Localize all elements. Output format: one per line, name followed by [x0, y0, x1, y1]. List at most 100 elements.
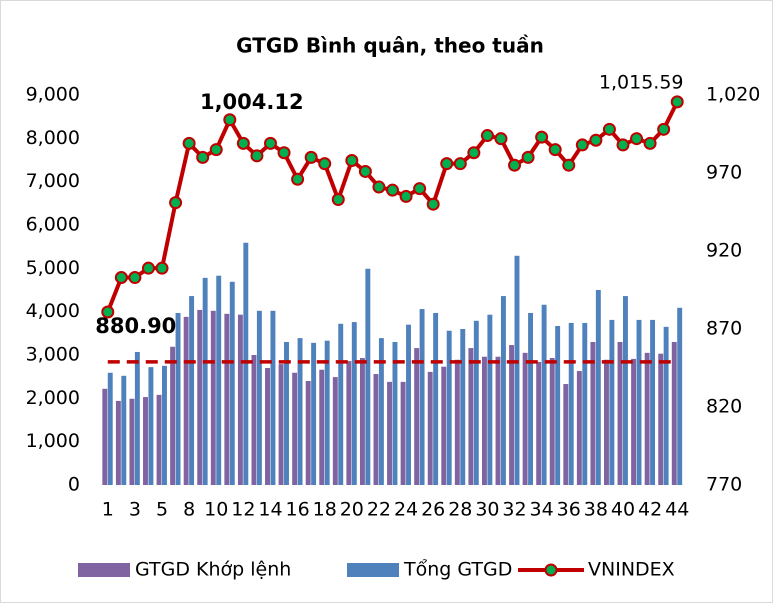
bar: [338, 323, 344, 485]
bar: [229, 281, 235, 485]
bar: [278, 364, 284, 485]
bar: [148, 367, 154, 485]
x-tick-label: 3: [129, 499, 141, 521]
y2-tick-label: 870: [706, 318, 742, 340]
bar: [576, 371, 582, 485]
bar: [183, 316, 189, 485]
bar: [251, 355, 257, 485]
bar: [590, 342, 596, 485]
line-marker: [535, 130, 549, 144]
y-tick-label: 5,000: [26, 257, 80, 279]
bar: [162, 365, 167, 485]
line-marker: [562, 158, 576, 172]
x-tick-label: 24: [394, 499, 418, 521]
line-marker: [277, 146, 291, 160]
line-marker: [304, 150, 318, 164]
line-marker: [345, 154, 359, 168]
y2-tick-label: 820: [706, 396, 742, 418]
bar: [373, 374, 379, 485]
line-marker: [453, 157, 467, 171]
y-tick-label: 1,000: [26, 430, 80, 452]
bar: [346, 361, 352, 485]
data-label: 1,004.12: [200, 90, 304, 114]
bar: [658, 353, 664, 485]
bar: [487, 314, 493, 485]
line-marker: [291, 172, 305, 186]
x-tick-label: 42: [638, 499, 662, 521]
bar: [650, 319, 656, 485]
bar: [365, 268, 371, 485]
bar: [419, 309, 425, 485]
bar: [528, 312, 534, 485]
x-tick-label: 26: [421, 499, 445, 521]
x-tick-label: 40: [611, 499, 635, 521]
bar: [143, 397, 148, 485]
bar: [500, 296, 506, 485]
line-marker: [440, 157, 454, 171]
x-tick-label: 14: [258, 499, 282, 521]
line-marker: [399, 189, 413, 203]
bar: [189, 296, 195, 485]
bar: [522, 352, 528, 485]
y-tick-label: 2,000: [26, 387, 80, 409]
x-tick-label: 30: [475, 499, 499, 521]
x-tick-label: 34: [530, 499, 554, 521]
x-tick-label: 16: [285, 499, 309, 521]
x-tick-label: 20: [340, 499, 364, 521]
bar: [115, 400, 121, 485]
bar: [644, 352, 650, 485]
bar: [460, 329, 466, 485]
bar: [129, 398, 135, 485]
line-marker: [386, 183, 399, 197]
x-tick-label: 38: [584, 499, 608, 521]
bar: [481, 356, 487, 485]
bar: [170, 346, 176, 485]
line-marker: [236, 136, 250, 150]
bar: [617, 342, 623, 485]
bar: [636, 319, 642, 485]
bar: [433, 312, 439, 485]
bar: [631, 358, 637, 485]
line-marker: [358, 164, 372, 178]
line-marker: [318, 157, 332, 171]
bar: [156, 394, 162, 485]
line-marker: [263, 136, 277, 150]
line-marker: [521, 150, 535, 164]
line-marker: [426, 197, 440, 211]
legend-label: GTGD Khớp lệnh: [135, 559, 291, 581]
y2-tick-label: 770: [706, 474, 742, 496]
bar: [305, 381, 311, 485]
bar: [414, 348, 420, 485]
line-marker: [480, 129, 494, 143]
line-marker: [196, 150, 210, 164]
line-marker: [616, 138, 630, 152]
line-marker: [372, 180, 386, 194]
bar: [202, 277, 208, 485]
line-marker: [169, 196, 183, 210]
bar: [210, 310, 216, 485]
bar: [495, 356, 501, 485]
bar: [595, 290, 601, 485]
bar: [297, 338, 303, 485]
y-tick-label: 4,000: [26, 300, 80, 322]
bar: [265, 368, 270, 485]
line-marker: [331, 193, 345, 207]
bar: [441, 366, 447, 485]
bar: [549, 358, 555, 485]
bar: [175, 312, 181, 485]
bar: [270, 310, 276, 485]
bar: [400, 381, 406, 485]
bar: [622, 296, 628, 485]
x-tick-label: 18: [313, 499, 337, 521]
x-tick-label: 12: [231, 499, 255, 521]
y2-tick-label: 920: [706, 240, 742, 262]
bar: [197, 309, 203, 485]
line-marker: [548, 143, 562, 157]
bar: [509, 345, 515, 485]
y-tick-label: 6,000: [26, 214, 80, 236]
y-tick-label: 0: [68, 474, 80, 496]
bar: [134, 351, 140, 485]
bar: [406, 324, 411, 485]
